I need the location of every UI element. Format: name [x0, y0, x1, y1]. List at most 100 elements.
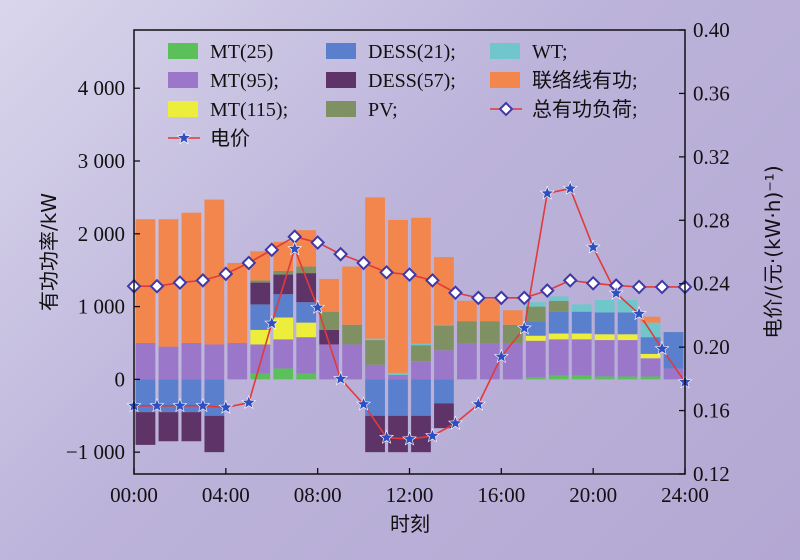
bar-PV-18: [525, 306, 546, 322]
load-point-3: [195, 272, 211, 288]
price-point-7: [287, 240, 303, 256]
y2-tick-label: 0.32: [693, 145, 730, 169]
price-point-5: [241, 394, 257, 409]
legend-label: 电价: [210, 127, 250, 150]
bar-DESS21-22: [617, 312, 638, 335]
bar-DESS21-20: [571, 311, 592, 334]
bar-MT25-7: [273, 368, 294, 380]
price-point-4: [218, 399, 234, 414]
y-tick-label: −1 000: [66, 440, 125, 464]
bar-DESS21-23: [640, 337, 661, 354]
bars-layer: [135, 197, 684, 453]
load-point-8: [310, 235, 326, 250]
price-point-19: [562, 180, 578, 195]
bar-MT95-18: [525, 340, 546, 378]
legend-label: 联络线有功;: [532, 69, 638, 92]
legend-separator: ;: [632, 70, 638, 92]
bar-DESS21-11: [365, 379, 385, 416]
y-tick-label: 4 000: [78, 76, 125, 100]
bar-DESS21-4: [204, 379, 225, 416]
bar-tie-9: [319, 278, 340, 312]
y-tick-label: 2 000: [78, 222, 125, 246]
bar-DESS57-6: [250, 282, 271, 305]
x-tick-label: 12:00: [386, 483, 434, 507]
bar-MT25-21: [594, 376, 615, 380]
bar-MT95-5: [227, 342, 248, 380]
price-point-9: [333, 371, 349, 386]
legend-separator: ;: [562, 41, 568, 63]
bar-MT95-22: [617, 340, 638, 377]
bar-MT115-21: [594, 334, 615, 341]
legend: MT(25) MT(95); MT(115); 电价 DESS(21); DESS(57)…: [168, 41, 638, 150]
bar-DESS57-13: [411, 415, 431, 453]
bar-DESS21-6: [250, 304, 271, 330]
load-point-13: [425, 272, 440, 288]
load-point-2: [172, 275, 188, 290]
bar-tie-2: [158, 219, 179, 347]
bar-PV-8: [296, 266, 317, 274]
bar-MT115-6: [250, 329, 271, 345]
bar-tie-17: [502, 310, 523, 325]
bar-DESS21-19: [548, 311, 569, 334]
load-point-6: [264, 242, 280, 258]
bar-MT95-15: [457, 342, 477, 380]
bar-DESS21-21: [594, 312, 615, 335]
bar-PV-10: [342, 324, 362, 345]
price-point-3: [195, 397, 211, 413]
price-point-13: [425, 428, 440, 443]
y2-tick-label: 0.40: [693, 18, 730, 42]
legend-swatch-MT25: [168, 43, 198, 59]
bar-MT95-20: [571, 339, 592, 376]
bar-WT-13: [411, 343, 431, 346]
x-tick-label: 24:00: [661, 483, 709, 507]
legend-separator: ;: [283, 99, 289, 121]
price-point-23: [654, 340, 670, 356]
bar-MT95-23: [640, 358, 661, 377]
bar-DESS21-8: [296, 302, 317, 323]
x-tick-label: 00:00: [110, 483, 158, 507]
x-axis-label: 时刻: [390, 512, 430, 536]
price-point-16: [493, 348, 509, 363]
bar-MT115-7: [273, 317, 294, 340]
load-point-14: [448, 285, 463, 301]
lines-layer: [126, 180, 693, 446]
bar-PV-13: [411, 345, 431, 362]
legend-label: MT(115);: [210, 99, 288, 121]
bar-MT95-24: [663, 368, 684, 380]
legend-price-star-icon: [176, 130, 192, 145]
bar-MT25-18: [525, 377, 546, 380]
bar-DESS21-13: [411, 379, 431, 416]
price-point-21: [608, 285, 624, 300]
bar-MT25-19: [548, 375, 569, 380]
bar-tie-10: [342, 266, 362, 325]
ticks-layer: −1 000 0 1 000 2 000 3 000 4 000 0.12 0.16 0.20 0…: [66, 18, 730, 507]
bar-DESS21-18: [525, 321, 546, 336]
bar-PV-14: [434, 325, 454, 351]
bar-MT115-23: [640, 353, 661, 359]
bar-PV-16: [479, 321, 500, 343]
bar-MT95-19: [548, 339, 569, 376]
bar-tie-4: [204, 199, 225, 345]
bar-WT-11: [365, 338, 385, 341]
bar-DESS21-14: [434, 379, 454, 404]
y2-tick-label: 0.16: [693, 399, 730, 423]
bar-MT95-17: [502, 342, 523, 380]
bar-PV-15: [457, 321, 477, 343]
y-tick-label: 0: [115, 367, 126, 391]
legend-load-diamond-icon: [498, 101, 514, 117]
y-axis-label: 有功功率/kW: [37, 193, 61, 311]
price-point-17: [516, 320, 532, 335]
bar-MT95-2: [158, 346, 179, 380]
bar-tie-8: [296, 230, 317, 267]
load-point-9: [333, 246, 349, 262]
bar-WT-14: [434, 324, 454, 326]
bar-tie-14: [434, 257, 454, 325]
bar-DESS57-14: [434, 403, 454, 429]
bar-MT115-20: [571, 333, 592, 340]
bar-WT-18: [525, 302, 546, 307]
bar-WT-20: [571, 304, 592, 312]
legend-label: MT(25): [210, 41, 273, 63]
load-point-4: [218, 266, 234, 282]
bar-PV-11: [365, 340, 385, 365]
bar-MT95-21: [594, 340, 615, 377]
